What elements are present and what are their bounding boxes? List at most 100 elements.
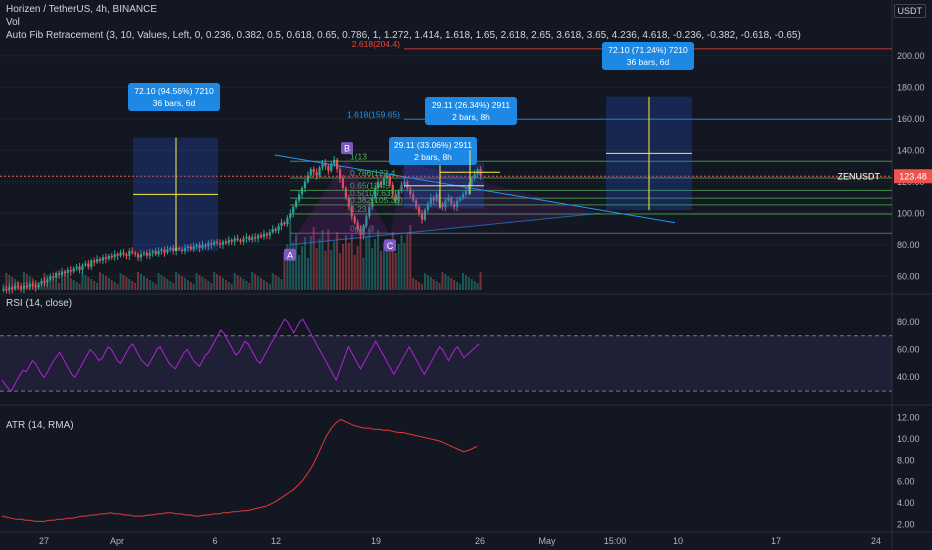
candle-body	[283, 222, 286, 225]
candle-body	[98, 258, 102, 261]
atr-tick-label: 2.00	[897, 520, 915, 530]
volume-bar	[473, 281, 476, 290]
measure-label-box	[128, 83, 220, 111]
candle-body	[14, 285, 17, 289]
measure-label-bars: 36 bars, 6d	[627, 57, 670, 67]
rsi-tick-label: 80.00	[897, 317, 920, 327]
volume-bar	[52, 279, 55, 290]
candle-body	[461, 194, 465, 198]
volume-bar	[99, 272, 102, 290]
candle-body	[236, 238, 239, 241]
pattern-triangle	[290, 158, 390, 245]
candle-body	[230, 240, 233, 242]
volume-bar	[224, 280, 227, 290]
candle-body	[242, 238, 245, 242]
fib-legend[interactable]: Auto Fib Retracement (3, 10, Values, Lef…	[6, 30, 801, 41]
volume-bar	[280, 279, 283, 290]
rsi-legend[interactable]: RSI (14, close)	[6, 298, 73, 309]
candle-body	[303, 181, 307, 189]
volume-bar	[470, 279, 473, 290]
volume-bar	[239, 277, 242, 290]
volume-bar	[40, 284, 43, 290]
volume-bar	[66, 276, 69, 290]
volume-bar	[49, 277, 52, 290]
volume-bar	[230, 284, 233, 290]
volume-bar	[388, 241, 391, 290]
candle-body	[63, 271, 67, 274]
candle-body	[142, 252, 146, 255]
volume-bar	[63, 274, 66, 290]
candle-body	[43, 280, 46, 283]
pattern-point-badge	[284, 248, 296, 261]
candle-body	[78, 266, 81, 270]
current-price-value: 123.48	[899, 171, 927, 181]
candle-body	[368, 206, 371, 217]
candle-body	[151, 251, 154, 253]
pattern-point-label: A	[287, 250, 293, 260]
volume-bar	[406, 234, 409, 290]
symbol-title[interactable]: Horizen / TetherUS, 4h, BINANCE	[6, 4, 157, 15]
candle-body	[177, 247, 181, 250]
candle-body	[160, 249, 163, 252]
volume-bar	[479, 272, 482, 290]
volume-bar	[421, 284, 423, 290]
time-tick-label: 15:00	[604, 536, 627, 546]
volume-legend[interactable]: Vol	[6, 17, 20, 28]
candle-body	[69, 269, 72, 272]
atr-tick-label: 8.00	[897, 455, 915, 465]
volume-bar	[292, 243, 295, 290]
candle-body	[397, 191, 400, 201]
measure-label-value: 29.11 (33.06%) 2911	[394, 140, 472, 150]
candle-body	[201, 244, 204, 248]
volume-bar	[265, 282, 268, 290]
measure-label-value: 72.10 (94.56%) 7210	[134, 86, 214, 96]
candle-body	[210, 243, 213, 245]
volume-bar	[151, 282, 154, 290]
volume-bar	[435, 281, 438, 290]
measure-label-box	[389, 137, 477, 165]
time-tick-label: 26	[475, 536, 485, 546]
volume-bar	[447, 276, 450, 290]
volume-bar	[268, 284, 271, 290]
volume-bar	[142, 276, 145, 290]
atr-legend[interactable]: ATR (14, RMA)	[6, 420, 74, 431]
volume-bar	[163, 277, 166, 290]
volume-bar	[418, 282, 421, 290]
price-tick-label: 160.00	[897, 114, 925, 124]
volume-bar	[459, 284, 462, 290]
current-price-badge	[894, 169, 932, 184]
candle-body	[183, 247, 187, 252]
volume-bar	[277, 277, 280, 290]
atr-line	[1, 418, 478, 522]
candle-body	[57, 273, 61, 275]
volume-bar	[254, 274, 257, 290]
volume-bar	[368, 227, 371, 290]
volume-bar	[371, 248, 374, 290]
volume-bar	[391, 232, 394, 290]
time-tick-label: Apr	[110, 536, 124, 546]
volume-bar	[327, 229, 330, 290]
candle-body	[96, 258, 99, 263]
volume-bar	[198, 275, 201, 290]
candle-body	[353, 216, 356, 223]
volume-bar	[122, 275, 125, 290]
volume-bar	[353, 255, 356, 290]
candle-body	[227, 240, 230, 244]
volume-bar	[61, 272, 63, 290]
measure-label-box	[425, 97, 517, 125]
candle-body	[400, 184, 403, 192]
volume-bar	[350, 234, 353, 290]
candle-body	[213, 241, 216, 245]
volume-bar	[318, 239, 321, 290]
volume-bar	[31, 278, 34, 290]
atr-tick-label: 12.00	[897, 412, 920, 422]
currency-badge[interactable]: USDT	[893, 4, 926, 18]
time-tick-label: 17	[771, 536, 781, 546]
rsi-line	[1, 318, 480, 392]
volume-bar	[453, 280, 456, 290]
candle-body	[280, 222, 283, 226]
volume-bar	[324, 251, 327, 290]
atr-tick-label: 10.00	[897, 434, 920, 444]
candle-body	[49, 276, 52, 280]
